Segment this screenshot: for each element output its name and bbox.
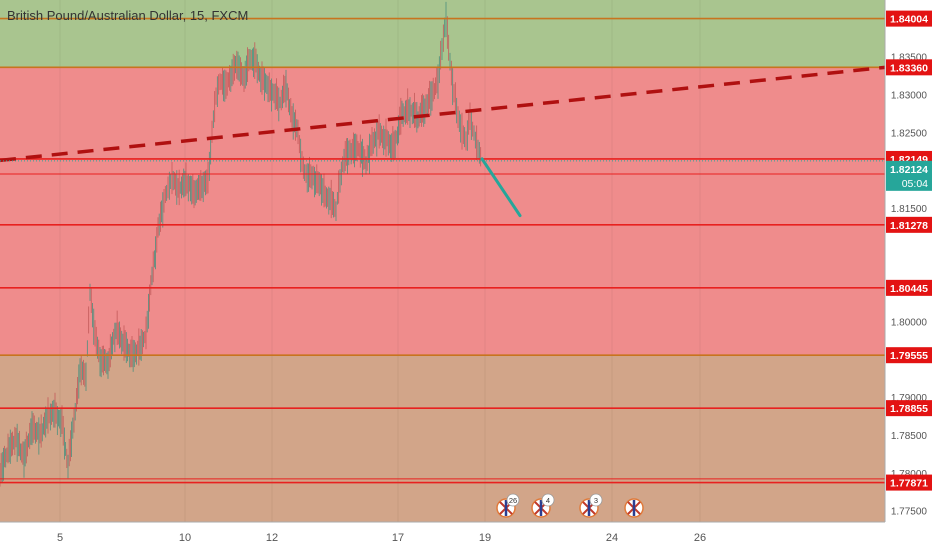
countdown-label: 05:04: [902, 178, 928, 190]
price-tag: [886, 474, 932, 491]
price-tag: [886, 400, 932, 417]
price-axis: 1.77500 1.78000 1.78500 1.79000 1.80000 1.815…: [886, 10, 932, 518]
price-axis-bg: [885, 0, 932, 550]
y-tick-label: 1.79000: [891, 393, 928, 404]
chart-title: British Pound/Australian Dollar, 15, FXC…: [7, 8, 249, 23]
event-count-badge: [541, 493, 555, 507]
price-tag-label: 1.78855: [890, 403, 928, 415]
x-tick-label: 26: [694, 532, 706, 544]
last-price-tag: [886, 160, 932, 191]
y-tick-label: 1.78500: [891, 431, 928, 442]
y-tick-label: 1.80000: [891, 318, 928, 329]
x-tick-label: 5: [57, 532, 63, 544]
price-tag: [886, 347, 932, 364]
x-tick-label: 10: [179, 532, 191, 544]
last-price-label: 1.82124: [890, 164, 928, 176]
x-tick-label: 12: [266, 532, 278, 544]
event-count-badge: [589, 493, 603, 507]
price-tag: [886, 216, 932, 233]
event-count-badge: [506, 493, 520, 507]
price-tag: [886, 59, 932, 76]
x-tick-label: 24: [606, 532, 618, 544]
price-tag-label: 1.84004: [890, 14, 928, 26]
price-tag: [886, 279, 932, 296]
y-tick-label: 1.83500: [891, 53, 928, 64]
y-tick-label: 1.83000: [891, 91, 928, 102]
price-tag-label: 1.80445: [890, 283, 928, 295]
y-tick-label: 1.81500: [891, 204, 928, 215]
price-tag-label: 1.79555: [890, 350, 928, 362]
price-tag-label: 1.83360: [890, 62, 928, 74]
y-tick-label: 1.82500: [891, 128, 928, 139]
horizontal-levels: [0, 17, 885, 484]
zone-green-top: [0, 0, 885, 19]
event-markers: 26 4 3: [496, 493, 644, 518]
event-count: 26: [509, 496, 517, 505]
y-tick-label: 1.78000: [891, 469, 928, 480]
x-tick-label: 19: [479, 532, 491, 544]
price-tag-label: 1.81278: [890, 220, 928, 232]
price-tag-label: 1.77871: [890, 478, 928, 490]
projection-line: [480, 157, 522, 218]
trendline-dashed: [0, 65, 886, 163]
time-axis: 5 10 12 17 19 24 26: [57, 532, 706, 544]
event-count: 4: [546, 496, 550, 505]
y-tick-label: 1.77500: [891, 507, 928, 518]
time-axis-bg: [0, 522, 885, 550]
zone-red: [0, 67, 885, 356]
event-count: 3: [594, 496, 598, 505]
x-tick-label: 17: [392, 532, 404, 544]
price-tag: [886, 10, 932, 27]
grid-lines: [59, 0, 701, 522]
zone-tan: [0, 355, 885, 522]
zone-green: [0, 18, 885, 68]
